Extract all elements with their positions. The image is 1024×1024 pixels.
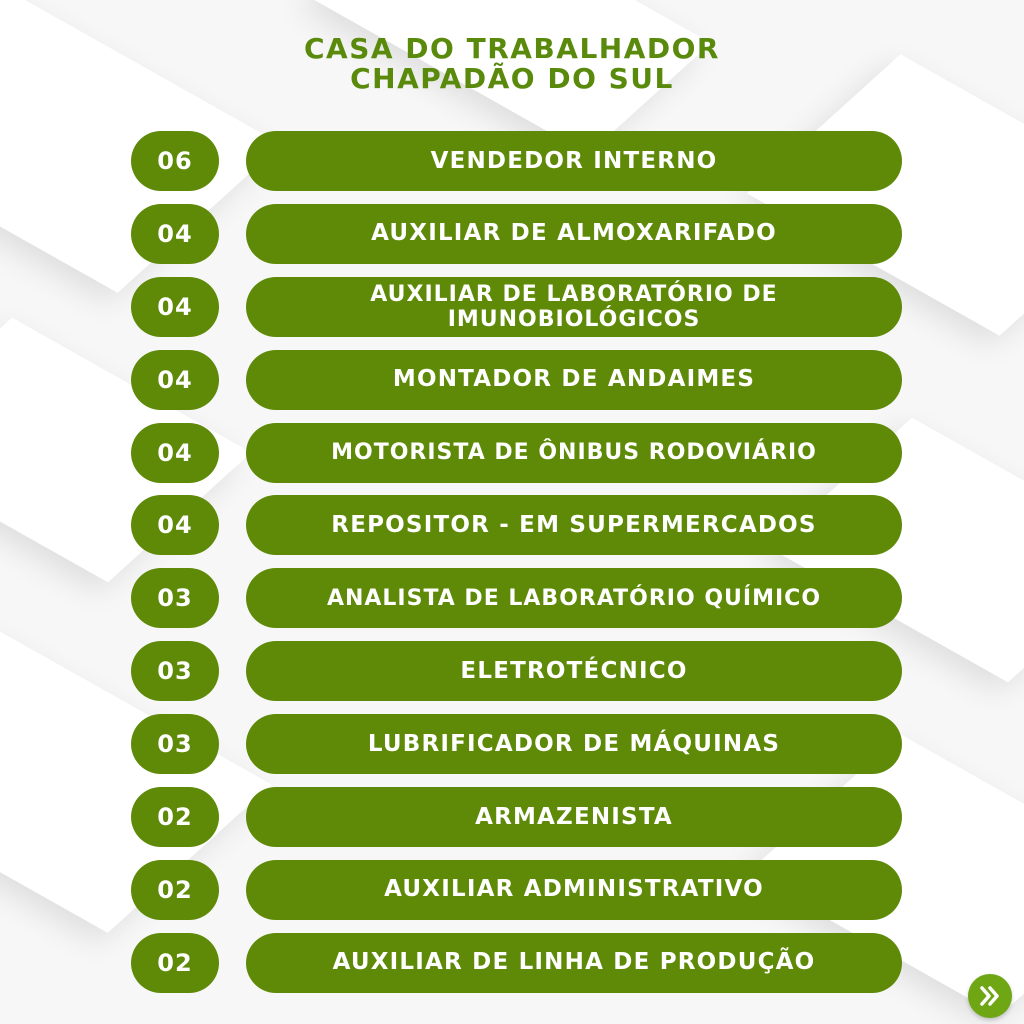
job-count-badge: 03 [131,714,219,775]
job-list: 06 VENDEDOR INTERNO 04 AUXILIAR DE ALMOX… [0,131,1024,1006]
job-row: 04 AUXILIAR DE LABORATÓRIO DE IMUNOBIOLÓ… [0,276,1024,337]
job-title-pill: LUBRIFICADOR DE MÁQUINAS [246,714,902,775]
job-title-pill: ARMAZENISTA [246,787,902,848]
job-count-badge: 02 [131,787,219,848]
job-title-pill: ANALISTA DE LABORATÓRIO QUÍMICO [246,568,902,629]
job-title-pill: AUXILIAR ADMINISTRATIVO [246,859,902,920]
job-row: 03 LUBRIFICADOR DE MÁQUINAS [0,714,1024,775]
job-row: 06 VENDEDOR INTERNO [0,131,1024,191]
job-count-badge: 03 [131,641,219,702]
page-title: CASA DO TRABALHADOR CHAPADÃO DO SUL [0,34,1024,94]
job-count-badge: 04 [131,422,219,483]
job-row: 04 REPOSITOR - EM SUPERMERCADOS [0,495,1024,556]
job-row: 04 MOTORISTA DE ÔNIBUS RODOVIÁRIO [0,422,1024,483]
job-count-badge: 03 [131,568,219,629]
job-row: 02 ARMAZENISTA [0,787,1024,848]
job-row: 04 MONTADOR DE ANDAIMES [0,349,1024,410]
job-title-pill: AUXILIAR DE LINHA DE PRODUÇÃO [246,932,902,993]
job-count-badge: 04 [131,495,219,556]
job-count-badge: 06 [131,131,219,191]
job-title-line-1: AUXILIAR DE LABORATÓRIO DE [370,281,778,307]
job-row: 03 ANALISTA DE LABORATÓRIO QUÍMICO [0,568,1024,629]
job-title-line-2: IMUNOBIOLÓGICOS [447,306,701,332]
job-title-pill: VENDEDOR INTERNO [246,131,902,191]
job-title-pill: AUXILIAR DE LABORATÓRIO DE IMUNOBIOLÓGIC… [246,276,902,337]
job-title-pill: MONTADOR DE ANDAIMES [246,349,902,410]
double-chevron-right-icon [980,986,999,1006]
job-count-badge: 04 [131,203,219,264]
job-title-pill: AUXILIAR DE ALMOXARIFADO [246,203,902,264]
job-count-badge: 04 [131,349,219,410]
title-line-2: CHAPADÃO DO SUL [350,62,674,95]
job-title-pill: ELETROTÉCNICO [246,641,902,702]
job-row: 03 ELETROTÉCNICO [0,641,1024,702]
job-count-badge: 02 [131,932,219,993]
job-count-badge: 04 [131,276,219,337]
title-line-1: CASA DO TRABALHADOR [304,32,720,65]
next-button[interactable] [968,974,1012,1018]
job-title-pill: MOTORISTA DE ÔNIBUS RODOVIÁRIO [246,422,902,483]
job-count-badge: 02 [131,859,219,920]
job-row: 02 AUXILIAR DE LINHA DE PRODUÇÃO [0,932,1024,993]
job-row: 02 AUXILIAR ADMINISTRATIVO [0,859,1024,920]
job-title-pill: REPOSITOR - EM SUPERMERCADOS [246,495,902,556]
job-row: 04 AUXILIAR DE ALMOXARIFADO [0,203,1024,264]
